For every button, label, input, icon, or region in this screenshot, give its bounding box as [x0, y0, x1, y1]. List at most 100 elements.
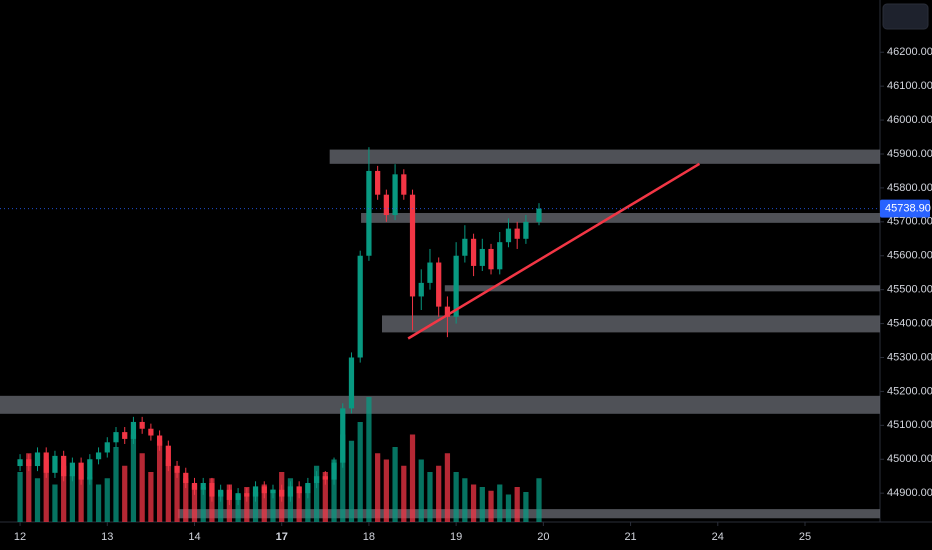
candle-body [375, 170, 381, 195]
last-price-tag [880, 199, 930, 218]
candle-body [505, 228, 512, 243]
candle-body [453, 255, 459, 317]
volume-bar [261, 484, 267, 522]
candle-body [252, 486, 259, 497]
candle-body [244, 493, 250, 497]
candle-body [287, 486, 294, 497]
volume-bars [17, 397, 542, 522]
volume-bar [305, 484, 311, 522]
y-tick-label: 45800.00 [887, 182, 932, 194]
candles [17, 147, 542, 506]
volume-bar [523, 492, 529, 522]
volume-bar [200, 487, 206, 522]
volume-bar [52, 484, 58, 522]
volume-bar [340, 434, 346, 522]
zone [361, 213, 880, 223]
volume-bar [470, 484, 477, 522]
volume-bar [235, 494, 241, 522]
candle-body [488, 248, 494, 270]
volume-bar [383, 459, 389, 522]
candle-body [436, 262, 442, 307]
candle-body [139, 421, 145, 429]
x-tick-label: 20 [537, 531, 549, 543]
volume-bar [357, 422, 363, 522]
volume-bar [218, 490, 224, 522]
overlay: 45738.90 [0, 162, 931, 340]
candle-body [536, 208, 542, 222]
candle-body [261, 486, 267, 494]
y-tick-label: 45700.00 [887, 216, 932, 228]
candle-body [226, 489, 232, 500]
candle-body [357, 255, 363, 358]
volume-bar [375, 453, 381, 522]
zone [382, 315, 880, 333]
volume-bar [156, 440, 163, 522]
volume-bar [366, 397, 372, 522]
candle-body [174, 466, 180, 473]
candle-body [479, 248, 485, 266]
candle-body [183, 472, 189, 483]
volume-bar [462, 478, 468, 522]
x-tick-label: 24 [712, 531, 724, 543]
candle-body [34, 452, 41, 467]
candle-body [235, 493, 241, 500]
candle-body [26, 459, 32, 467]
volume-bar [69, 474, 76, 522]
candle-body [313, 476, 320, 483]
candle-body [418, 282, 424, 297]
x-tick-label: 12 [14, 531, 26, 543]
candle-body [366, 170, 372, 256]
y-tick-label: 45100.00 [887, 419, 932, 431]
candle-body [523, 221, 529, 239]
volume-bar [78, 469, 84, 522]
x-tick-label: 17 [276, 531, 288, 543]
volume-bar [479, 487, 485, 522]
menu-button[interactable] [882, 3, 929, 30]
volume-bar [26, 453, 32, 522]
volume-bar [244, 487, 250, 522]
y-tick-label: 46100.00 [887, 80, 932, 92]
candle-body [87, 459, 93, 480]
zones [0, 149, 881, 519]
volume-bar [427, 472, 433, 522]
volume-bar [270, 489, 276, 522]
candle-body [279, 489, 285, 497]
candle-body [113, 432, 119, 443]
volume-bar [139, 453, 145, 522]
candle-body [514, 228, 520, 239]
y-tick-label: 46000.00 [887, 114, 932, 126]
volume-bar [322, 472, 328, 522]
candle-body [52, 455, 58, 473]
candle-body [95, 452, 102, 460]
volume-bar [348, 440, 355, 522]
zone [177, 509, 881, 519]
last-price-label: 45738.90 [885, 203, 931, 215]
y-tick-label: 45000.00 [887, 453, 932, 465]
x-tick-label: 21 [624, 531, 636, 543]
candle-body [104, 442, 110, 453]
candle-body [340, 408, 346, 463]
volume-bar [536, 478, 542, 522]
zone [329, 149, 880, 164]
candle-body [218, 489, 224, 497]
candle-body [409, 194, 416, 297]
candle-body [122, 432, 128, 439]
volume-bar [17, 472, 23, 522]
candle-body [322, 476, 328, 480]
axes: 44900.00 45000.00 45100.00 45200.00 45300.00… [14, 46, 932, 543]
candle-body [130, 421, 137, 439]
candle-body [61, 455, 67, 477]
candle-body [427, 262, 433, 283]
y-tick-label: 45600.00 [887, 250, 932, 262]
volume-bar [183, 478, 189, 522]
candle-body [401, 174, 407, 195]
volume-bar [409, 434, 416, 522]
volume-bar [87, 477, 93, 522]
candle-body [43, 452, 49, 473]
candle-body [331, 462, 337, 480]
volume-bar [505, 494, 512, 522]
y-tick-label: 44900.00 [887, 487, 932, 499]
volume-bar [436, 465, 442, 522]
trendline [407, 162, 701, 340]
volume-bar [392, 447, 398, 522]
